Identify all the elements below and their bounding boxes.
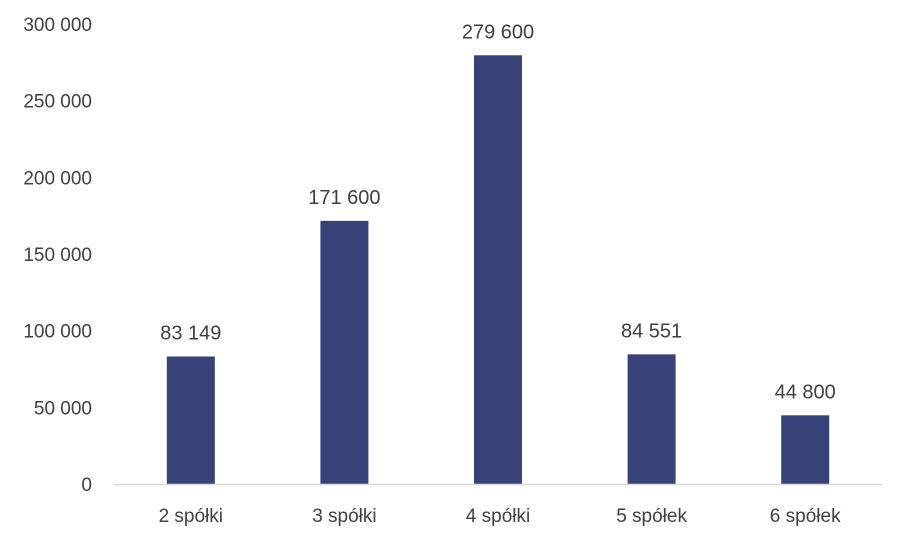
y-tick-label: 0 [81, 475, 92, 496]
data-label: 171 600 [308, 187, 380, 209]
y-tick-label: 50 000 [34, 398, 92, 419]
category-label: 5 spółek [616, 506, 687, 527]
y-tick-label: 300 000 [23, 15, 92, 36]
bar [781, 415, 830, 484]
x-axis: 2 spółki 3 spółki 4 spółki 5 spółek 6 spółek [114, 483, 882, 527]
data-label: 279 600 [462, 21, 534, 43]
category-label: 6 spółek [770, 506, 841, 527]
y-tick-label: 150 000 [23, 245, 92, 266]
bars [166, 55, 830, 484]
bar [474, 55, 522, 484]
data-labels: 83 149 171 600 279 600 84 551 44 800 [160, 21, 836, 403]
data-label: 44 800 [775, 381, 836, 403]
data-label: 84 551 [621, 320, 682, 342]
category-label: 4 spółki [466, 506, 530, 527]
bar [627, 354, 676, 484]
y-axis: 0 50 000 100 000 150 000 200 000 250 000 300 0… [23, 15, 92, 496]
y-tick-label: 250 000 [23, 92, 92, 113]
bar [166, 356, 215, 484]
data-label: 83 149 [160, 323, 221, 345]
y-tick-label: 100 000 [23, 322, 92, 343]
category-label: 2 spółki [159, 506, 223, 527]
bar [320, 220, 369, 484]
y-tick-label: 200 000 [23, 168, 92, 189]
category-label: 3 spółki [312, 506, 376, 527]
